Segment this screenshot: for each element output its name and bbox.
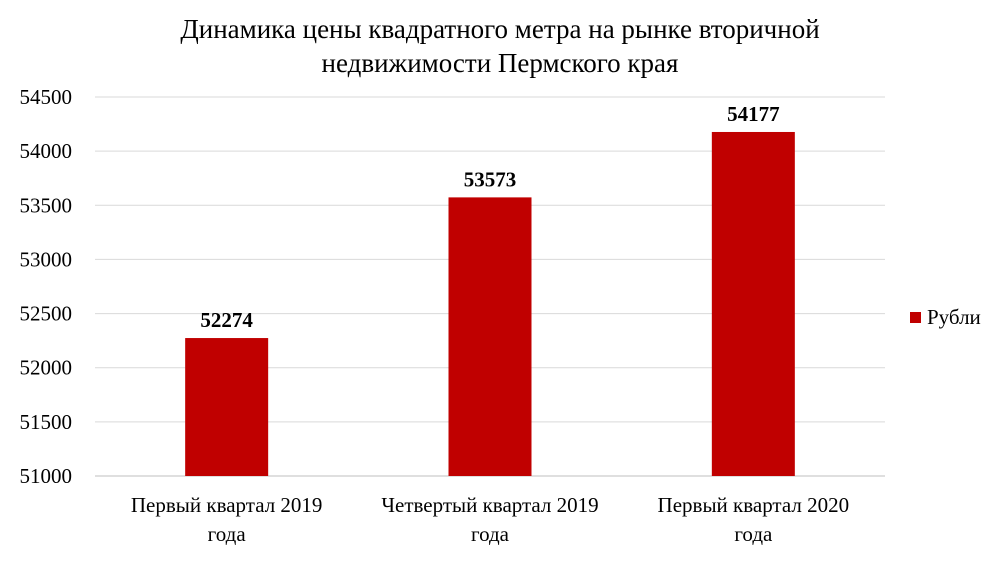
legend-label: Рубли	[927, 305, 981, 329]
x-tick-label: Четвертый квартал 2019	[381, 493, 598, 517]
y-tick-label: 52500	[20, 302, 73, 326]
x-tick-label: Первый квартал 2020	[658, 493, 850, 517]
bar	[711, 131, 795, 476]
legend-swatch	[910, 312, 921, 323]
data-label: 52274	[200, 308, 253, 332]
y-tick-label: 54000	[20, 139, 73, 163]
data-label: 54177	[727, 102, 780, 126]
y-tick-label: 53000	[20, 247, 73, 271]
legend: Рубли	[910, 305, 981, 330]
data-label: 53573	[464, 167, 517, 191]
x-tick-label: года	[734, 522, 773, 546]
bar	[448, 197, 532, 476]
bar	[185, 338, 269, 476]
x-tick-label: года	[471, 522, 510, 546]
y-tick-label: 52000	[20, 356, 73, 380]
x-tick-label: Первый квартал 2019	[131, 493, 323, 517]
x-tick-label: года	[208, 522, 247, 546]
y-tick-label: 53500	[20, 193, 73, 217]
y-tick-label: 54500	[20, 85, 73, 109]
y-tick-label: 51500	[20, 410, 73, 434]
y-tick-label: 51000	[20, 464, 73, 488]
chart-title: Динамика цены квадратного метра на рынке…	[180, 14, 820, 78]
